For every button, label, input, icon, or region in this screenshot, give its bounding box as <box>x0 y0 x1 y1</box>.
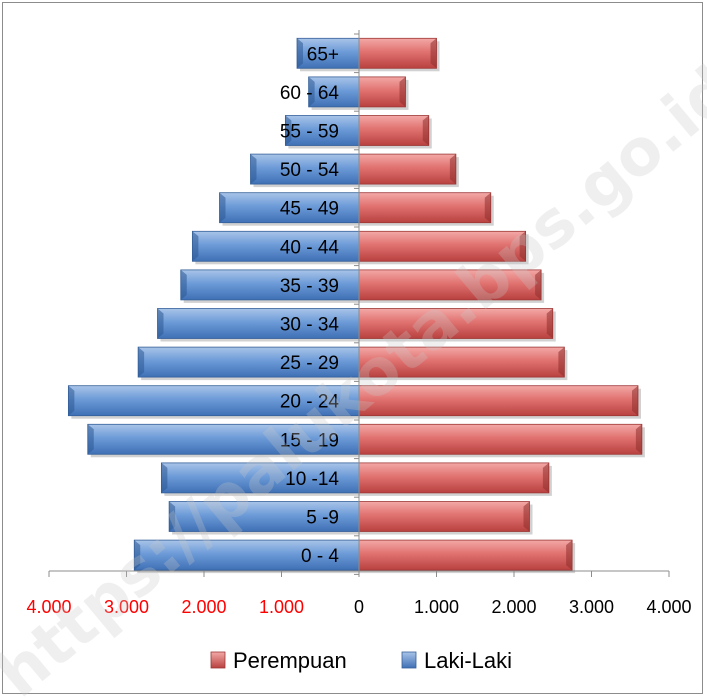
bar-bevel <box>157 308 164 339</box>
bar-bevel <box>68 385 75 416</box>
bar-bevel <box>134 540 141 571</box>
bar-perempuan <box>358 462 550 494</box>
bar-laki-laki <box>191 230 360 262</box>
bar-bevel <box>169 501 176 532</box>
bar-bevel <box>192 231 199 262</box>
bar-bevel <box>87 424 94 455</box>
category-label: 30 - 34 <box>280 315 340 336</box>
bar-bevel <box>519 231 526 262</box>
bar-perempuan <box>358 346 565 378</box>
category-label: 10 -14 <box>285 469 339 490</box>
bar-bevel <box>180 269 187 300</box>
x-tick-label: 1.000 <box>259 597 304 617</box>
x-tick-label: 3.000 <box>104 597 149 617</box>
x-tick-label: 1.000 <box>414 597 459 617</box>
bar-bevel <box>250 154 257 185</box>
bar-perempuan <box>358 115 430 146</box>
legend: Perempuan Laki-Laki <box>210 648 512 673</box>
bar-perempuan <box>358 501 530 532</box>
bar-bevel <box>449 154 456 185</box>
category-labels: 0 - 4 5 -9 10 -14 15 - 19 20 - 24 25 - 29 30 -… <box>280 44 340 567</box>
bar-laki-laki <box>133 539 360 571</box>
category-label: 35 - 39 <box>280 276 339 297</box>
legend-label: Laki-Laki <box>424 648 512 673</box>
bar-laki-laki <box>180 269 360 301</box>
x-tick-label: 2.000 <box>491 597 536 617</box>
bar-bevel <box>546 308 553 339</box>
bar-laki-laki <box>67 385 360 417</box>
bar-perempuan <box>358 423 643 455</box>
bar-bevel <box>297 38 303 69</box>
bar-bevel <box>523 501 530 532</box>
category-label: 0 - 4 <box>301 546 339 567</box>
bar-perempuan <box>358 153 457 185</box>
category-label: 65+ <box>307 44 339 65</box>
legend-label: Perempuan <box>233 648 347 673</box>
x-axis: 4.000 3.000 2.000 1.000 0 1.000 2.000 3.000 4.00… <box>26 30 692 617</box>
category-label: 60 - 64 <box>280 83 340 104</box>
bar-bevel <box>430 38 437 69</box>
bar-bevel <box>566 540 573 571</box>
bar-perempuan <box>358 192 492 224</box>
category-label: 50 - 54 <box>280 160 340 181</box>
bar-bevel <box>542 462 549 493</box>
x-tick-label: 4.000 <box>646 597 691 617</box>
bar-perempuan <box>358 385 639 417</box>
category-label: 45 - 49 <box>280 199 339 220</box>
bar-bevel <box>219 192 226 223</box>
bar-perempuan <box>358 37 437 69</box>
bar-bevel <box>632 385 638 416</box>
bar-laki-laki <box>157 308 360 339</box>
bar-bevel <box>399 76 406 107</box>
bar-bevel <box>422 115 429 146</box>
x-tick-label: 2.000 <box>181 597 226 617</box>
category-label: 20 - 24 <box>280 392 340 413</box>
bar-bevel <box>138 347 145 378</box>
legend-swatch <box>210 651 226 669</box>
category-label: 25 - 29 <box>280 353 339 374</box>
bar-bevel <box>635 424 642 455</box>
bars-group <box>67 37 645 574</box>
bar-perempuan <box>358 269 542 301</box>
bar-bevel <box>308 76 315 107</box>
bar-bevel <box>161 462 168 493</box>
category-label: 5 -9 <box>306 508 339 529</box>
x-tick-label: 4.000 <box>26 597 71 617</box>
legend-swatch <box>401 651 417 669</box>
bar-perempuan <box>358 76 406 108</box>
category-label: 40 - 44 <box>280 237 340 258</box>
category-label: 15 - 19 <box>280 430 339 451</box>
x-tick-label: 3.000 <box>569 597 614 617</box>
bar-bevel <box>285 115 292 146</box>
bar-bevel <box>535 269 542 300</box>
bar-perempuan <box>358 539 573 571</box>
category-label: 55 - 59 <box>280 122 339 143</box>
bar-bevel <box>558 347 565 378</box>
x-tick-label: 0 <box>354 597 364 617</box>
bar-bevel <box>484 192 491 223</box>
bar-laki-laki <box>219 192 360 224</box>
bar-laki-laki <box>296 37 360 69</box>
